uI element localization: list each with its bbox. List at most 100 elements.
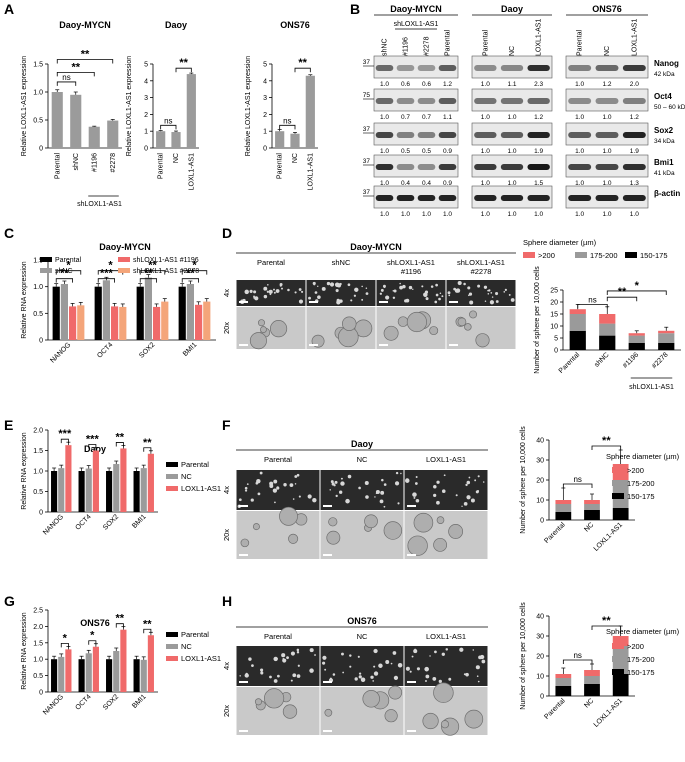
sphere-dot	[466, 495, 471, 500]
blot-band	[527, 98, 550, 104]
sphere	[249, 332, 267, 350]
sig-bracket	[143, 447, 152, 452]
x-tick-label: Parental	[558, 351, 582, 375]
sphere-dot	[477, 284, 481, 288]
sphere-dot	[248, 657, 252, 661]
x-tick-label: NANOG	[42, 513, 65, 536]
sphere	[422, 712, 439, 730]
protein-kda: 41 kDa	[654, 170, 675, 177]
sphere-dot	[244, 289, 249, 295]
sig-label: *	[66, 260, 71, 272]
scale-bar	[239, 730, 248, 732]
sphere-dot	[488, 289, 491, 292]
sphere-dot	[397, 662, 403, 668]
y-tick-label: 0	[540, 694, 544, 701]
sphere-dot	[334, 480, 338, 484]
band-quant: 1.0	[443, 211, 452, 218]
sig-bracket	[591, 625, 622, 630]
y-tick-label: 2.0	[33, 624, 43, 631]
sphere-dot	[447, 291, 451, 295]
group-label: shLOXL1-AS1	[77, 201, 122, 208]
legend-swatch	[625, 252, 637, 258]
sig-bracket	[139, 270, 166, 275]
y-tick-label: 0.5	[33, 673, 43, 680]
y-tick-label: 1.5	[33, 62, 43, 69]
blot-group-title: Daoy	[501, 4, 523, 14]
sphere-dot	[468, 292, 473, 296]
sig-bracket	[88, 444, 97, 449]
scale-bar	[323, 681, 332, 683]
sphere-dot	[483, 285, 488, 289]
sig-label: ***	[100, 268, 114, 280]
micrograph-4x	[320, 470, 404, 510]
scale-bar	[239, 344, 248, 346]
bar-SOX2-Parental	[106, 659, 113, 692]
sphere-dot	[347, 474, 352, 479]
blot-band	[568, 98, 592, 104]
sig-bracket	[115, 442, 124, 447]
protein-name: β-actin	[654, 189, 680, 198]
sphere-dot	[433, 484, 437, 489]
scale-bar	[323, 554, 332, 556]
sphere-dot	[286, 656, 289, 660]
x-tick-label: LOXL1-AS1	[593, 521, 624, 552]
sphere-dot	[380, 490, 385, 495]
blot-band	[417, 195, 436, 201]
micro-row-label: 20x	[222, 322, 231, 334]
stack-175-200	[584, 504, 600, 510]
sphere-dot	[455, 288, 461, 293]
sig-label: *	[635, 280, 640, 292]
sphere-dot	[448, 677, 452, 681]
band-quant: 1.0	[602, 180, 611, 187]
sphere-dot	[296, 648, 300, 652]
sphere-dot	[338, 283, 342, 286]
sphere-dot	[373, 665, 376, 668]
band-quant: 1.0	[575, 81, 584, 88]
sphere-dot	[253, 295, 255, 298]
micro-title: Daoy-MYCN	[350, 242, 402, 252]
bar-OCT4-Parental	[94, 286, 102, 340]
blot-band	[375, 65, 394, 71]
band-quant: 1.0	[401, 211, 410, 218]
sphere-dot	[421, 285, 424, 288]
bar-OCT4-Parental	[78, 659, 85, 692]
micro-row-label: 4x	[222, 486, 231, 494]
sphere-dot	[392, 651, 397, 655]
stack-175-200	[555, 678, 572, 686]
sig-label: **	[298, 57, 307, 69]
sphere-dot	[435, 293, 439, 297]
bar-BMI1-Parental	[178, 286, 186, 340]
sphere-dot	[383, 286, 386, 289]
legend-swatch	[575, 252, 587, 258]
sphere-dot	[372, 680, 375, 682]
band-quant: 1.0	[507, 114, 516, 121]
sig-label: **	[116, 431, 125, 443]
sphere-dot	[416, 667, 421, 671]
sphere-dot	[465, 483, 468, 487]
sig-bracket	[562, 483, 593, 488]
blot-band	[500, 98, 524, 104]
sphere-dot	[415, 498, 420, 503]
y-tick-label: 5	[263, 62, 267, 69]
sphere-dot	[333, 484, 336, 487]
band-quant: 0.9	[443, 180, 452, 187]
x-tick-label: BMI1	[131, 513, 148, 530]
sig-bracket	[55, 278, 73, 283]
bar-BMI1-Parental	[133, 471, 140, 512]
y-tick-label: 1.0	[33, 284, 43, 291]
x-tick-label: #1196	[622, 351, 640, 369]
bar-SOX2-NC	[113, 651, 120, 692]
panel-letter-E: E	[4, 417, 13, 433]
sig-label: **	[186, 268, 195, 280]
sig-label: **	[148, 260, 157, 272]
legend-label: >200	[538, 251, 555, 260]
scale-bar	[407, 554, 416, 556]
band-quant: 1.0	[602, 114, 611, 121]
sphere-dot	[503, 290, 506, 293]
sig-bracket	[181, 270, 208, 275]
sphere-dot	[435, 283, 438, 287]
protein-kda: 42 kDa	[654, 71, 675, 78]
blot-band	[474, 132, 497, 138]
sphere-dot	[357, 655, 360, 658]
mw-marker: 37	[363, 158, 371, 165]
